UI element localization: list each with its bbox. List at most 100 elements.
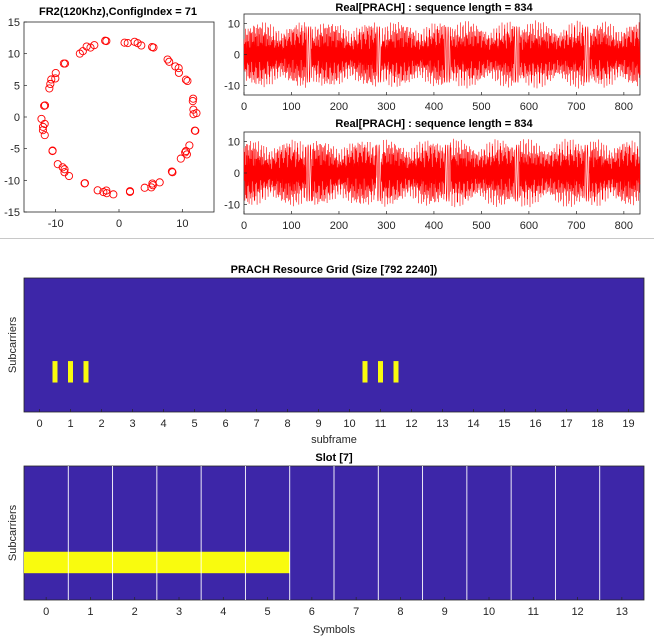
grid-xtick-label: 18 [591, 418, 603, 430]
scatter-ytick-label: 10 [8, 49, 20, 61]
scatter-ytick-label: 5 [14, 80, 20, 92]
line-ytick-label: 0 [234, 50, 240, 62]
grid-xtick-label: 15 [498, 418, 510, 430]
scatter-point [171, 62, 180, 71]
scatter-point [102, 189, 111, 198]
scatter-point [182, 150, 191, 159]
slot-xtick-label: 2 [132, 606, 138, 618]
slot-xtick-label: 12 [571, 606, 583, 618]
prach-occasion-bar [52, 361, 58, 383]
scatter-point [60, 165, 69, 174]
scatter-point [189, 105, 198, 114]
line-xtick-label: 400 [425, 220, 443, 232]
scatter-point [40, 101, 49, 110]
grid-xtick-label: 14 [467, 418, 479, 430]
grid-xtick-label: 0 [36, 418, 42, 430]
scatter-point [183, 76, 192, 86]
grid-axes [23, 277, 645, 413]
line-xtick-label: 600 [520, 220, 538, 232]
slot-xtick-label: 9 [442, 606, 448, 618]
prach-occasion-bar [393, 361, 399, 383]
slot-xtick-label: 7 [353, 606, 359, 618]
line-xtick-label: 700 [567, 101, 585, 113]
slot-xtick-label: 13 [616, 606, 628, 618]
scatter-point [48, 147, 57, 156]
grid-xtick-label: 2 [98, 418, 104, 430]
grid-xtick-label: 1 [67, 418, 73, 430]
line-xtick-label: 400 [425, 101, 443, 113]
grid-xtick-label: 4 [160, 418, 166, 430]
grid-xtick-label: 13 [436, 418, 448, 430]
slot-xtick-label: 5 [265, 606, 271, 618]
line-xtick-label: 300 [377, 101, 395, 113]
grid-xtick-label: 11 [375, 418, 386, 430]
scatter-ytick-label: -5 [10, 144, 20, 156]
grid-xtick-label: 17 [560, 418, 572, 430]
line-xtick-label: 500 [472, 101, 490, 113]
grid-title: PRACH Resource Grid (Size [792 2240]) [231, 264, 438, 276]
scatter-point [38, 126, 47, 135]
line-ytick-label: 10 [228, 18, 240, 30]
slot-xtick-label: 3 [176, 606, 182, 618]
slot-panel: Slot [7] 0 1 2 3 4 5 6 7 8 9 10 11 12 13 Symbols Subc… [7, 452, 645, 636]
line-ytick-label: -10 [224, 200, 240, 212]
slot-xtick-label: 4 [220, 606, 226, 618]
scatter-point [176, 154, 185, 163]
prach-occasion-bar [378, 361, 383, 383]
line-xtick-label: 700 [567, 220, 585, 232]
line-xtick-label: 0 [241, 220, 247, 232]
scatter-point [140, 183, 149, 192]
line-ytick-label: 0 [234, 168, 240, 180]
slot-xlabel: Symbols [313, 624, 356, 636]
line-xtick-label: 0 [241, 101, 247, 113]
scatter-point [125, 187, 135, 196]
slot-xtick-label: 1 [87, 606, 93, 618]
scatter-point [167, 167, 176, 176]
scatter-point [51, 68, 60, 78]
scatter-point [75, 49, 84, 58]
grid-xtick-label: 6 [222, 418, 228, 430]
grid-xtick-label: 19 [622, 418, 634, 430]
line-ytick-label: -10 [224, 81, 240, 93]
line2-title: Real[PRACH] : sequence length = 834 [335, 118, 533, 130]
scatter-point [45, 84, 54, 93]
line1-title: Real[PRACH] : sequence length = 834 [335, 2, 533, 14]
scatter-point [47, 75, 56, 84]
line-xtick-label: 800 [615, 101, 633, 113]
separator [0, 238, 654, 239]
grid-xtick-label: 7 [253, 418, 259, 430]
scatter-point [185, 141, 194, 150]
grid-xtick-label: 10 [343, 418, 355, 430]
scatter-point [190, 126, 199, 135]
prach-occasion-bar [68, 361, 73, 383]
grid-xtick-label: 3 [129, 418, 135, 430]
grid-xtick-label: 9 [315, 418, 321, 430]
scatter-xtick-label: 10 [176, 218, 188, 230]
scatter-point [40, 131, 49, 140]
scatter-point [189, 110, 198, 119]
scatter-point [168, 168, 177, 177]
scatter-point [181, 75, 190, 84]
scatter-point [109, 190, 118, 199]
scatter-point [102, 186, 111, 195]
scatter-point [120, 38, 129, 47]
line-xtick-label: 100 [282, 101, 300, 113]
scatter-point [147, 183, 156, 192]
grid-xtick-label: 12 [405, 418, 417, 430]
grid-xtick-label: 5 [191, 418, 197, 430]
scatter-axes [23, 21, 215, 213]
scatter-point [165, 57, 174, 66]
slot-xtick-label: 11 [528, 606, 539, 618]
prach-series-line [243, 138, 641, 208]
scatter-point [148, 42, 157, 52]
line-ytick-label: 10 [228, 136, 240, 148]
scatter-point [181, 148, 190, 157]
scatter-point [155, 178, 164, 187]
slot-title: Slot [7] [315, 452, 353, 464]
prach-occasion-bar [362, 361, 368, 383]
prach-series-line [243, 20, 641, 89]
scatter-point [80, 179, 89, 188]
scatter-point [93, 186, 102, 195]
slot-xtick-label: 8 [397, 606, 403, 618]
line-xtick-label: 200 [330, 101, 348, 113]
